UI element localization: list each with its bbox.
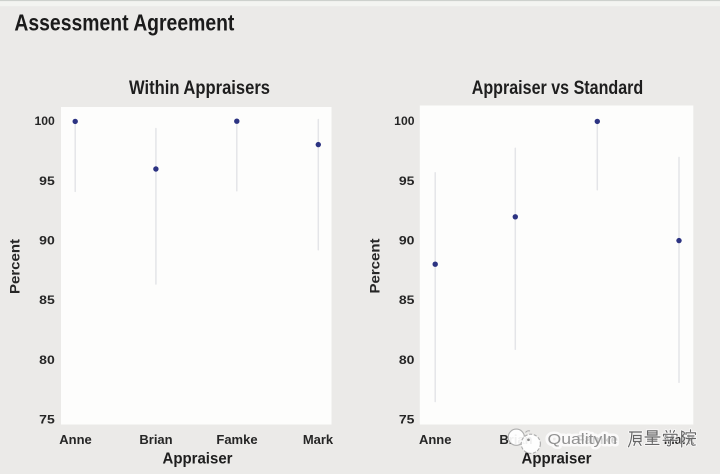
svg-text:80: 80 <box>399 355 415 367</box>
svg-text:90: 90 <box>399 236 415 248</box>
svg-text:95: 95 <box>399 176 415 188</box>
svg-text:Appraiser: Appraiser <box>163 450 233 467</box>
svg-text:Percent: Percent <box>7 239 23 294</box>
svg-text:85: 85 <box>39 295 55 307</box>
svg-text:75: 75 <box>39 414 55 426</box>
svg-text:75: 75 <box>399 414 415 426</box>
svg-text:Anne: Anne <box>59 432 92 447</box>
svg-text:Appraiser vs Standard: Appraiser vs Standard <box>472 78 644 99</box>
svg-text:85: 85 <box>399 295 415 307</box>
svg-text:Percent: Percent <box>367 238 383 293</box>
svg-text:Anne: Anne <box>419 432 452 447</box>
svg-text:Assessment Agreement: Assessment Agreement <box>14 10 234 36</box>
svg-text:80: 80 <box>39 355 55 367</box>
svg-text:Brian: Brian <box>139 432 172 447</box>
svg-text:Mark: Mark <box>303 432 334 447</box>
svg-text:QualityIn: QualityIn <box>548 431 618 448</box>
svg-text:95: 95 <box>39 176 55 188</box>
svg-text:90: 90 <box>39 236 55 248</box>
svg-text:Appraiser: Appraiser <box>522 450 592 467</box>
svg-text:Famke: Famke <box>216 432 257 447</box>
svg-text:100: 100 <box>394 116 414 128</box>
svg-text:100: 100 <box>35 116 55 128</box>
svg-text:QualityIn: QualityIn <box>548 431 618 448</box>
svg-text:Within Appraisers: Within Appraisers <box>129 78 270 99</box>
svg-text:Famke: Famke <box>577 432 618 447</box>
